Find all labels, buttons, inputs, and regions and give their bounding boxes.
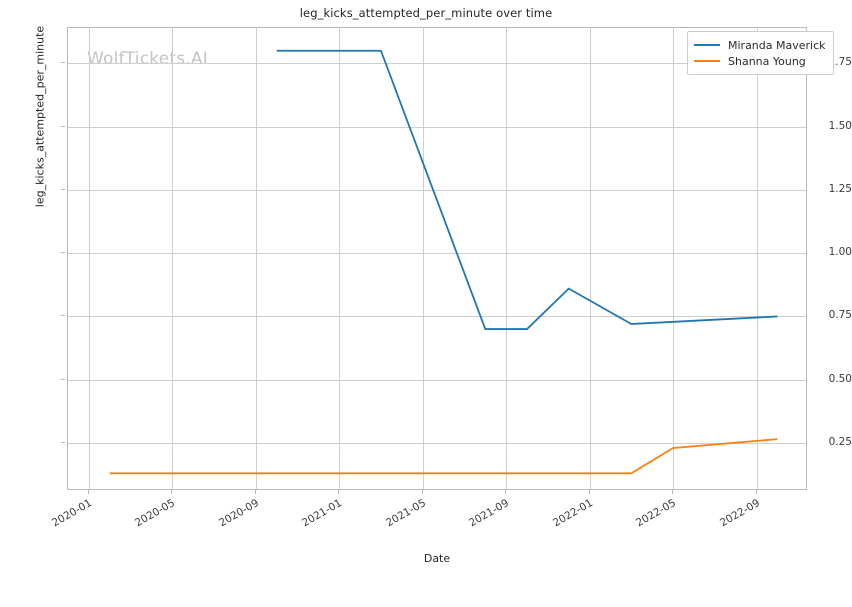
y-tick-label: 1.50 (828, 119, 852, 132)
y-tick-label: 1.25 (828, 182, 852, 195)
x-tick-mark (755, 490, 757, 494)
x-tick-label: 2020-01 (0, 497, 94, 597)
x-tick-label-text: 2021-09 (467, 497, 512, 530)
plot-area: WolfTickets.AI (67, 27, 807, 490)
y-tick-mark (61, 315, 65, 317)
y-tick-mark (61, 378, 65, 380)
legend-item[interactable]: Shanna Young (694, 53, 826, 69)
gridline-vertical (756, 28, 758, 489)
chart-figure: leg_kicks_attempted_per_minute over time… (33, 6, 852, 565)
x-tick-mark (505, 490, 507, 494)
gridline-vertical (673, 28, 675, 489)
gridline-horizontal (68, 63, 806, 65)
x-tick-label-text: 2021-05 (383, 497, 428, 530)
series-line (109, 438, 778, 475)
y-tick-label: 0.50 (828, 372, 852, 385)
x-tick-label-text: 2020-01 (49, 497, 94, 530)
x-tick-label-text: 2022-01 (550, 497, 595, 530)
series-line (276, 49, 778, 330)
x-tick-mark (254, 490, 256, 494)
x-axis-label: Date (423, 552, 451, 565)
x-tick-label-text: 2022-05 (634, 497, 679, 530)
chart-title: leg_kicks_attempted_per_minute over time (299, 6, 553, 20)
legend: Miranda Maverick Shanna Young (687, 31, 834, 75)
gridline-vertical (172, 28, 174, 489)
y-tick-mark (61, 188, 65, 190)
y-tick-label: 0.25 (828, 435, 852, 448)
gridline-horizontal (68, 253, 806, 255)
legend-item[interactable]: Miranda Maverick (694, 37, 826, 53)
x-tick-mark (171, 490, 173, 494)
x-tick-mark (672, 490, 674, 494)
y-tick-mark (61, 125, 65, 127)
gridline-vertical (589, 28, 591, 489)
y-axis-label: leg_kicks_attempted_per_minute (33, 25, 47, 208)
legend-label: Miranda Maverick (728, 38, 826, 52)
x-tick-mark (588, 490, 590, 494)
legend-color-swatch (694, 44, 720, 46)
gridline-horizontal (68, 189, 806, 191)
x-tick-mark (421, 490, 423, 494)
x-tick-mark (87, 490, 89, 494)
legend-color-swatch (694, 60, 720, 62)
x-tick-label-text: 2022-09 (717, 497, 762, 530)
series-lines (109, 49, 778, 475)
y-tick-mark (61, 252, 65, 254)
gridline-vertical (88, 28, 90, 489)
x-tick-label-text: 2021-01 (300, 497, 345, 530)
legend-label: Shanna Young (728, 54, 806, 68)
gridline-vertical (422, 28, 424, 489)
gridline-vertical (255, 28, 257, 489)
gridline-horizontal (68, 126, 806, 128)
gridline-vertical (506, 28, 508, 489)
gridline-horizontal (68, 316, 806, 318)
y-tick-mark (61, 441, 65, 443)
y-tick-label: 0.75 (828, 309, 852, 322)
y-tick-mark (61, 62, 65, 64)
gridline-horizontal (68, 379, 806, 381)
gridline-vertical (339, 28, 341, 489)
x-tick-label-text: 2020-05 (133, 497, 178, 530)
x-tick-mark (338, 490, 340, 494)
x-tick-label-text: 2020-09 (216, 497, 261, 530)
y-tick-label: 1.00 (828, 246, 852, 259)
y-tick-label: 1.75 (828, 56, 852, 69)
gridline-horizontal (68, 442, 806, 444)
